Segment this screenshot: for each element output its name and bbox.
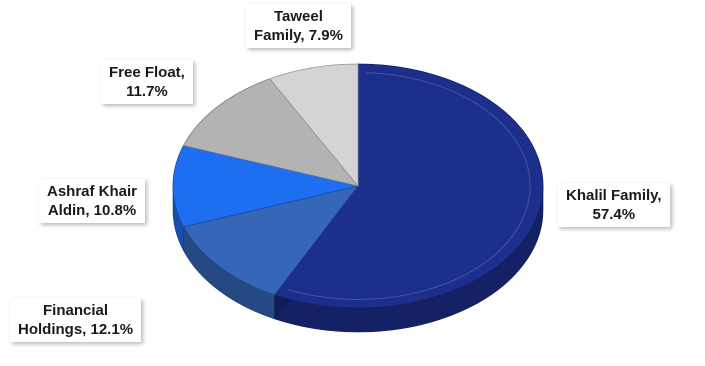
label-taweel-family: Taweel Family, 7.9% [246, 4, 351, 48]
slice-taweel-family [269, 63, 359, 187]
slice-ashraf-khair-aldin [172, 145, 359, 228]
label-financial-holdings: Financial Holdings, 12.1% [10, 298, 142, 342]
label-khalil-family: Khalil Family, 57.4% [558, 183, 670, 227]
slice-khalil-family [274, 63, 544, 309]
label-ashraf-khair-aldin: Ashraf Khair Aldin, 10.8% [39, 179, 146, 223]
label-free-float: Free Float, 11.7% [101, 60, 193, 104]
slice-free-float [183, 78, 359, 187]
slice-financial-holdings [183, 185, 359, 296]
slice-highlight [287, 72, 531, 300]
